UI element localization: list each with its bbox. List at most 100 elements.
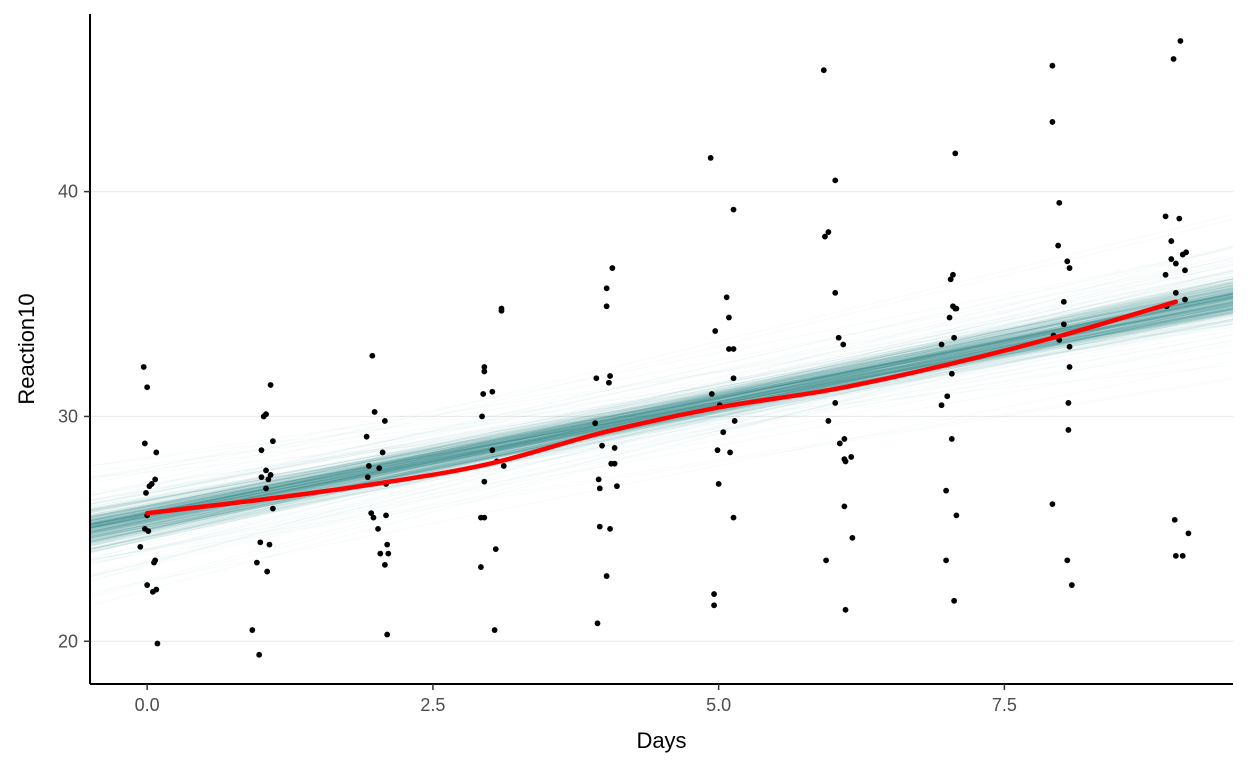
data-point-30 xyxy=(266,541,273,548)
posterior-draw-line xyxy=(89,290,1234,533)
posterior-draw-line xyxy=(89,293,1234,529)
posterior-draw-line xyxy=(89,378,1234,564)
posterior-draw-line xyxy=(89,303,1234,540)
data-point-99 xyxy=(714,447,721,454)
posterior-draw-line xyxy=(89,287,1234,526)
data-point-57 xyxy=(489,388,496,395)
posterior-draw-line xyxy=(89,294,1234,534)
posterior-draw-line xyxy=(89,270,1234,552)
posterior-draw-line xyxy=(89,289,1234,516)
data-point-31 xyxy=(253,559,260,566)
posterior-draw-line xyxy=(89,278,1234,536)
posterior-draw-line xyxy=(89,284,1234,526)
posterior-draw-line xyxy=(89,297,1234,599)
posterior-draw-line xyxy=(89,377,1234,561)
data-point-135 xyxy=(948,436,955,442)
posterior-draw-line xyxy=(89,254,1234,512)
x-tick-label-3: 7.5 xyxy=(992,695,1017,715)
data-point-52 xyxy=(384,631,391,638)
posterior-draw-line xyxy=(89,294,1234,525)
posterior-draw-line xyxy=(89,263,1234,554)
posterior-draw-line xyxy=(89,288,1234,519)
posterior-draw-line xyxy=(89,290,1234,505)
posterior-draw-line xyxy=(89,284,1234,534)
posterior-draw-line xyxy=(89,296,1234,521)
posterior-draw-line xyxy=(89,282,1234,519)
data-point-102 xyxy=(730,514,737,521)
data-point-172 xyxy=(1185,530,1192,537)
posterior-draw-line xyxy=(89,294,1234,526)
data-point-130 xyxy=(951,334,958,341)
data-point-123 xyxy=(952,150,959,157)
posterior-draw-line xyxy=(89,263,1234,529)
posterior-draw-line xyxy=(89,282,1234,528)
posterior-draw-line xyxy=(89,303,1234,565)
posterior-draw-line xyxy=(89,308,1234,519)
data-point-18 xyxy=(267,382,274,388)
posterior-draw-line xyxy=(89,295,1234,523)
data-point-147 xyxy=(1060,321,1067,328)
posterior-draw-line xyxy=(89,309,1234,525)
posterior-draw-line xyxy=(89,294,1234,467)
posterior-draw-line xyxy=(89,282,1234,548)
posterior-draw-line xyxy=(89,312,1234,550)
posterior-draw-line xyxy=(89,290,1234,525)
posterior-draw-line xyxy=(89,304,1234,542)
data-point-107 xyxy=(825,229,832,235)
data-point-158 xyxy=(1170,56,1177,62)
data-point-150 xyxy=(1066,343,1073,350)
data-point-14 xyxy=(144,582,151,588)
posterior-draw-line xyxy=(89,292,1234,607)
posterior-draw-line xyxy=(89,291,1234,519)
posterior-draw-line xyxy=(89,295,1234,551)
posterior-draw-line xyxy=(89,339,1234,561)
data-point-145 xyxy=(1066,265,1073,271)
posterior-draw-line xyxy=(89,298,1234,517)
posterior-draw-line xyxy=(89,261,1234,505)
posterior-draw-line xyxy=(89,308,1234,581)
posterior-draw-line xyxy=(89,291,1234,535)
data-point-141 xyxy=(1049,119,1056,125)
posterior-draw-line xyxy=(89,283,1234,531)
data-point-46 xyxy=(370,514,377,521)
data-point-29 xyxy=(257,539,264,546)
data-point-164 xyxy=(1168,256,1175,262)
posterior-draw-line xyxy=(89,306,1234,553)
data-point-38 xyxy=(363,433,370,440)
data-point-22 xyxy=(258,447,265,454)
posterior-draw-line xyxy=(89,293,1234,526)
data-point-128 xyxy=(953,305,960,312)
posterior-draw-line xyxy=(89,298,1234,526)
data-point-7 xyxy=(143,489,149,496)
posterior-draw-line xyxy=(89,247,1234,509)
posterior-draw-line xyxy=(89,306,1234,551)
posterior-draw-line xyxy=(89,280,1234,527)
posterior-draw-line xyxy=(89,334,1234,543)
data-point-77 xyxy=(611,445,618,451)
posterior-draw-line xyxy=(89,293,1234,525)
posterior-draw-line xyxy=(89,291,1234,522)
x-axis-title: Days xyxy=(636,728,686,753)
data-point-159 xyxy=(1162,213,1169,220)
posterior-draw-line xyxy=(89,245,1234,511)
data-point-51 xyxy=(381,561,388,568)
posterior-draw-line xyxy=(89,283,1234,529)
posterior-draw-line xyxy=(89,248,1234,481)
posterior-draw-line xyxy=(89,294,1234,526)
data-point-163 xyxy=(1179,251,1186,258)
data-point-47 xyxy=(375,525,381,532)
posterior-draw-line xyxy=(89,311,1234,541)
data-point-111 xyxy=(840,341,847,348)
posterior-draw-line xyxy=(89,268,1234,525)
posterior-draw-line xyxy=(89,288,1234,524)
data-point-113 xyxy=(825,418,832,424)
posterior-draw-line xyxy=(89,280,1234,525)
data-point-154 xyxy=(1049,501,1056,508)
data-point-62 xyxy=(500,463,507,469)
posterior-draw-line xyxy=(89,293,1234,522)
x-tick-label-2: 5.0 xyxy=(706,695,731,715)
posterior-draw-line xyxy=(89,318,1234,529)
posterior-draw-line xyxy=(89,274,1234,520)
posterior-draw-line xyxy=(89,299,1234,528)
posterior-draw-line xyxy=(89,294,1234,554)
